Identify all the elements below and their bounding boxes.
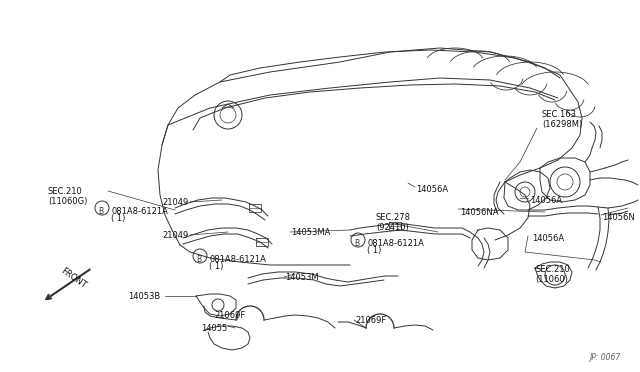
Text: ( 1): ( 1)	[367, 247, 381, 256]
Text: SEC.163
(16298M): SEC.163 (16298M)	[542, 110, 582, 129]
Text: JP: 0067: JP: 0067	[589, 353, 620, 362]
Text: B: B	[354, 238, 359, 247]
Text: 081A8-6121A: 081A8-6121A	[209, 254, 266, 263]
Text: 14055: 14055	[201, 324, 227, 333]
Text: 081A8-6121A: 081A8-6121A	[367, 238, 424, 247]
Text: 14056N: 14056N	[602, 213, 635, 222]
Text: 14053B: 14053B	[128, 292, 160, 301]
Text: 081A8-6121A: 081A8-6121A	[111, 206, 168, 215]
Text: 21069F: 21069F	[214, 311, 245, 320]
Text: B: B	[196, 254, 201, 263]
Text: 21049: 21049	[162, 198, 188, 207]
Text: B: B	[98, 206, 103, 215]
Text: 14053MA: 14053MA	[291, 228, 330, 237]
Text: 21049: 21049	[162, 231, 188, 240]
Text: 14056A: 14056A	[532, 234, 564, 243]
Text: 14056NA: 14056NA	[460, 208, 499, 217]
Text: FRONT: FRONT	[59, 266, 87, 290]
Text: 14056A: 14056A	[530, 196, 562, 205]
Text: 14053M: 14053M	[285, 273, 319, 282]
Text: 21069F: 21069F	[355, 316, 387, 325]
Text: SEC.210
(11060): SEC.210 (11060)	[535, 265, 570, 285]
Text: ( 1): ( 1)	[111, 215, 125, 224]
Text: SEC.278
(92410): SEC.278 (92410)	[376, 213, 411, 232]
Text: 14056A: 14056A	[416, 185, 448, 194]
Text: SEC.210
(11060G): SEC.210 (11060G)	[48, 187, 88, 206]
Text: ( 1): ( 1)	[209, 263, 223, 272]
